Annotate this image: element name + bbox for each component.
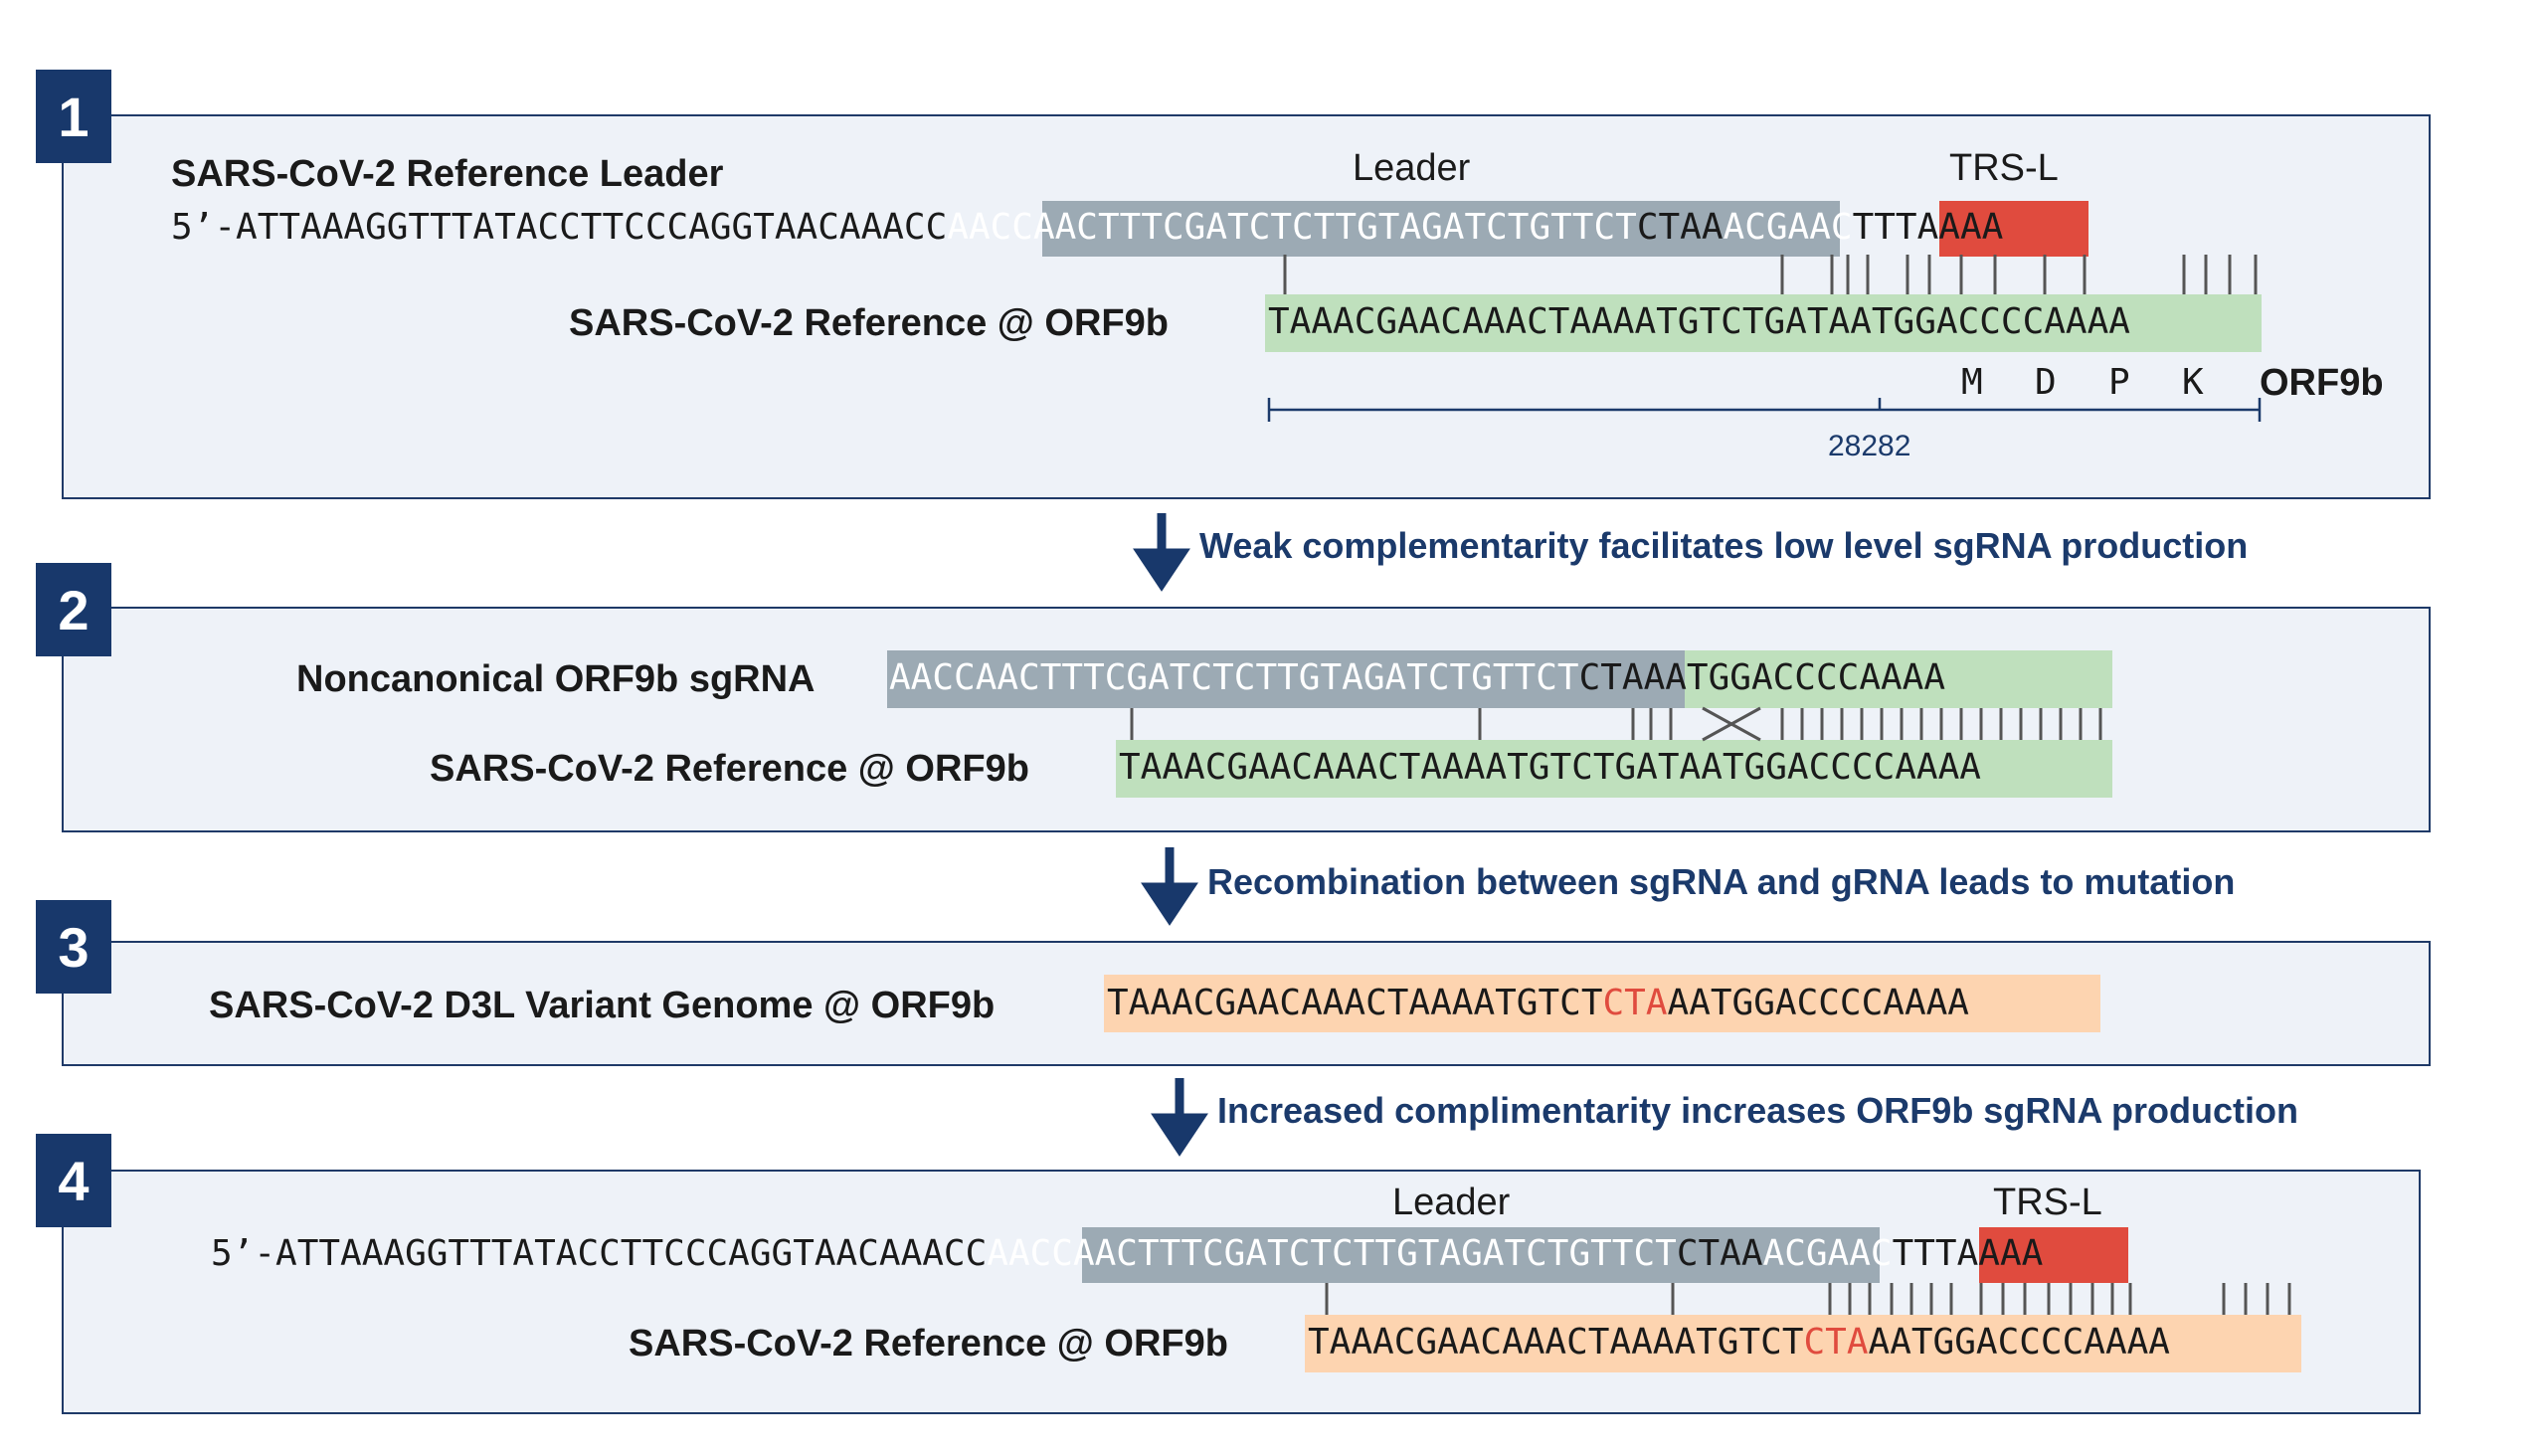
leader-seq-spacer: CTAA	[1636, 207, 1724, 248]
reference-leader-sequence-4: 5’-ATTAAAGGTTTATACCTTCCCAGGTAACAAACCAACC…	[211, 1233, 2043, 1274]
step-2-text: Recombination between sgRNA and gRNA lea…	[1207, 861, 2236, 902]
trs-l-region-highlight	[1939, 201, 2088, 257]
panel-4	[62, 1170, 2421, 1414]
panel-4-badge: 4	[36, 1134, 111, 1227]
orf9b-label: ORF9b	[2260, 362, 2384, 404]
variant-orf9b-sequence-4: TAAACGAACAAACTAAAATGTCTCTAAATGGACCCCAAAA	[1308, 1322, 2170, 1363]
panel-1-badge: 1	[36, 70, 111, 163]
noncanonical-sgrna-sequence: AACCAACTTTCGATCTCTTGTAGATCTGTTCTCTAAATGG…	[889, 657, 1945, 698]
reference-orf9b-label-2: SARS-CoV-2 Reference @ ORF9b	[430, 748, 1029, 790]
mismatch-cross	[1702, 706, 1761, 742]
d3l-seq-mutation: CTA	[1602, 983, 1668, 1023]
reference-orf9b-highlight-2	[1116, 740, 2112, 798]
step-3-text: Increased complimentarity increases ORF9…	[1217, 1090, 2298, 1131]
leader-region-highlight	[1042, 201, 1840, 257]
leader-label: Leader	[1353, 147, 1471, 189]
sgrna-seq-orf9b: CTAAATGGACCCCAAAA	[1578, 657, 1946, 698]
panel-3-badge: 3	[36, 900, 111, 994]
leader-seq-5prime: 5’-ATTAAAGGTTTATACCTTCCCAGGTAACAAACC	[171, 207, 948, 248]
leader4-seq-5prime: 5’-ATTAAAGGTTTATACCTTCCCAGGTAACAAACC	[211, 1233, 988, 1274]
amino-acid-d: D	[2035, 362, 2057, 403]
d3l-seq-post: AATGGACCCCAAAA	[1667, 983, 1969, 1023]
v4-seq-post: AATGGACCCCAAAA	[1868, 1322, 2170, 1363]
leader-seq-leader: AACCAACTTTCGATCTCTTGTAGATCTGTTCT	[947, 207, 1637, 248]
v4-seq-pre: TAAACGAACAAACTAAAATGTCT	[1308, 1322, 1804, 1363]
reference-orf9b-label-4: SARS-CoV-2 Reference @ ORF9b	[629, 1323, 1228, 1365]
amino-acid-m: M	[1961, 362, 1983, 403]
base-pair-ticks	[1130, 255, 2291, 1315]
d3l-seq-pre: TAAACGAACAAACTAAAATGTCT	[1107, 983, 1603, 1023]
leader-seq-trs: ACGAAC	[1723, 207, 1853, 248]
sgrna-orf9b-highlight	[1685, 650, 2112, 708]
reference-leader-title: SARS-CoV-2 Reference Leader	[171, 153, 724, 195]
trs-l-region-highlight-4	[1979, 1227, 2128, 1283]
position-bracket	[1267, 398, 2262, 422]
variant-orf9b-highlight-4	[1305, 1315, 2301, 1372]
leader4-seq-leader: AACCAACTTTCGATCTCTTGTAGATCTGTTCT	[987, 1233, 1677, 1274]
leader4-seq-tail: TTTAAAA	[1892, 1233, 2044, 1274]
trs-l-label-4: TRS-L	[1993, 1182, 2102, 1223]
amino-acid-k: K	[2182, 362, 2204, 403]
noncanonical-sgrna-label: Noncanonical ORF9b sgRNA	[296, 658, 816, 700]
step-1-text: Weak complementarity facilitates low lev…	[1199, 525, 2249, 566]
v4-seq-mutation: CTA	[1803, 1322, 1869, 1363]
sgrna-leader-highlight	[887, 650, 1685, 708]
reference-orf9b-label: SARS-CoV-2 Reference @ ORF9b	[569, 302, 1169, 344]
amino-acid-p: P	[2108, 362, 2130, 403]
sgrna-seq-leader: AACCAACTTTCGATCTCTTGTAGATCTGTTCT	[889, 657, 1579, 698]
leader-label-4: Leader	[1392, 1182, 1511, 1223]
leader4-seq-trs: ACGAAC	[1762, 1233, 1893, 1274]
reference-orf9b-highlight	[1265, 294, 2262, 352]
leader-region-highlight-4	[1082, 1227, 1880, 1283]
d3l-variant-label: SARS-CoV-2 D3L Variant Genome @ ORF9b	[209, 985, 996, 1026]
step-arrows	[1133, 513, 1208, 1157]
panel-2-badge: 2	[36, 563, 111, 656]
reference-orf9b-sequence-2: TAAACGAACAAACTAAAATGTCTGATAATGGACCCCAAAA	[1119, 747, 1981, 788]
d3l-variant-highlight	[1104, 975, 2100, 1032]
d3l-variant-sequence: TAAACGAACAAACTAAAATGTCTCTAAATGGACCCCAAAA	[1107, 983, 1969, 1023]
genome-position-label: 28282	[1828, 430, 1911, 462]
reference-orf9b-sequence: TAAACGAACAAACTAAAATGTCTGATAATGGACCCCAAAA	[1268, 301, 2130, 342]
leader-seq-tail: TTTAAAA	[1852, 207, 2004, 248]
trs-l-label: TRS-L	[1949, 147, 2059, 189]
leader4-seq-spacer: CTAA	[1676, 1233, 1763, 1274]
reference-leader-sequence: 5’-ATTAAAGGTTTATACCTTCCCAGGTAACAAACCAACC…	[171, 207, 2003, 248]
